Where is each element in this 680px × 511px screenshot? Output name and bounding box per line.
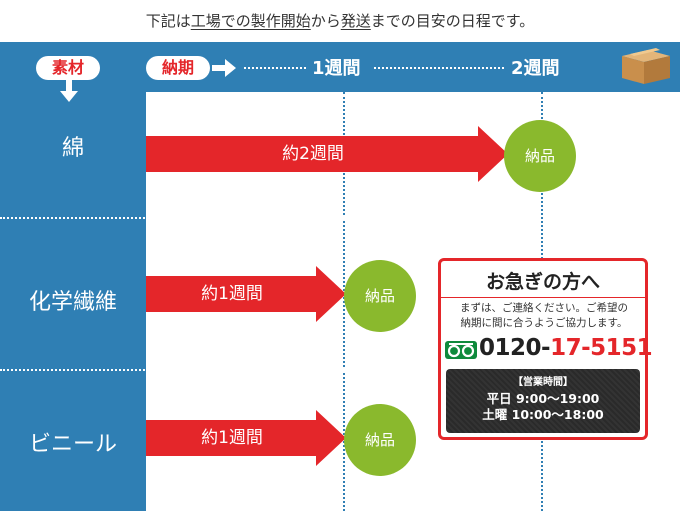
lead-time-header-label: 納期 (146, 56, 210, 80)
urgent-contact-card: お急ぎの方へ まずは、ご連絡ください。ご希望の 納期に間に合うようご協力します。… (438, 258, 653, 440)
material-header-label: 素材 (36, 56, 100, 80)
week2-label: 2週間 (511, 58, 560, 79)
row-divider (0, 369, 680, 371)
contact-message: まずは、ご連絡ください。ご希望の 納期に間に合うようご協力します。 (460, 302, 628, 329)
cardboard-box-icon (622, 48, 670, 84)
delivery-badge: 納品 (504, 120, 576, 192)
notice-highlight-start: 工場での製作開始 (190, 12, 311, 30)
contact-divider (441, 297, 645, 298)
right-arrow-icon (212, 59, 236, 77)
material-cotton: 綿 (61, 136, 84, 161)
lead-time-arrow: 約1週間 (146, 266, 346, 322)
row-divider (0, 217, 680, 219)
lead-time-arrow: 約2週間 (146, 126, 508, 182)
delivery-badge: 納品 (344, 404, 416, 476)
header-dotted-line (374, 67, 504, 69)
down-arrow-icon (60, 80, 78, 102)
weekday-hours: 平日 9:00〜19:00 (486, 391, 600, 406)
freedial-icon (445, 341, 477, 359)
lead-time-arrow: 約1週間 (146, 410, 346, 466)
lead-time-label: 約1週間 (201, 284, 263, 304)
contact-title: お急ぎの方へ (485, 271, 600, 293)
phone-number[interactable]: 0120-17-5151 (479, 335, 653, 361)
business-hours: 【営業時間】 平日 9:00〜19:00 土曜 10:00〜18:00 (446, 369, 640, 433)
header-dotted-line (244, 67, 306, 69)
week1-label: 1週間 (312, 58, 361, 79)
delivery-badge: 納品 (344, 260, 416, 332)
lead-time-label: 約1週間 (201, 428, 263, 448)
schedule-notice: 下記は工場での製作開始から発送までの目安の日程です。 (145, 12, 535, 30)
notice-highlight-ship: 発送 (340, 12, 371, 30)
material-vinyl: ビニール (28, 432, 117, 457)
saturday-hours: 土曜 10:00〜18:00 (482, 407, 604, 422)
lead-time-label: 約2週間 (282, 144, 344, 164)
material-synthetic-fiber: 化学繊維 (28, 290, 117, 315)
